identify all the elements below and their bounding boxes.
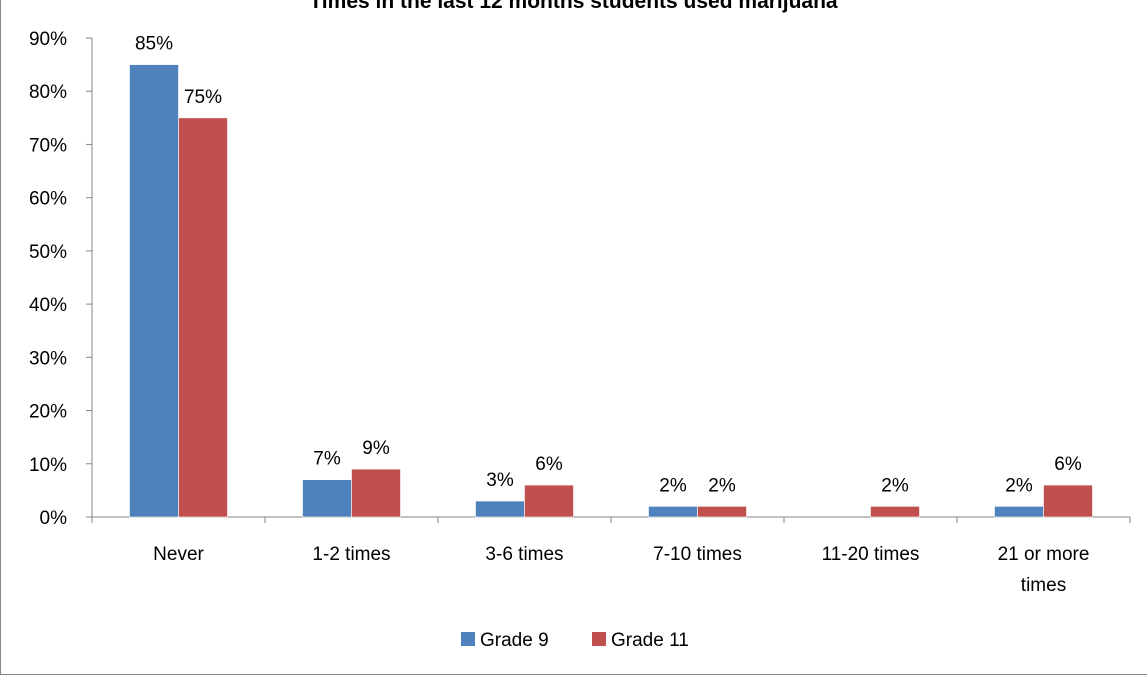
- data-label: 2%: [1005, 475, 1033, 496]
- category-label: 11-20 times: [822, 544, 920, 565]
- bar-grade-9: [994, 506, 1044, 518]
- y-tick-label: 50%: [29, 242, 67, 263]
- legend-label: Grade 11: [611, 630, 689, 651]
- data-label: 9%: [362, 438, 390, 459]
- y-tick-label: 20%: [29, 402, 67, 423]
- bar-grade-11: [870, 506, 920, 518]
- category-label: 7-10 times: [653, 544, 742, 565]
- bar-grade-11: [1043, 484, 1093, 518]
- y-tick-label: 0%: [40, 508, 68, 529]
- data-label: 85%: [135, 34, 173, 55]
- y-tick-label: 10%: [29, 455, 67, 476]
- data-label: 3%: [486, 470, 514, 491]
- data-label: 2%: [881, 475, 909, 496]
- category-label: times: [1021, 575, 1066, 596]
- data-label: 2%: [659, 475, 687, 496]
- y-tick-label: 40%: [29, 295, 67, 316]
- data-label: 2%: [708, 475, 736, 496]
- bar-grade-11: [178, 117, 228, 518]
- data-label: 6%: [1054, 454, 1082, 475]
- bar-grade-9: [302, 479, 352, 518]
- legend-label: Grade 9: [480, 630, 549, 651]
- bar-grade-9: [475, 500, 525, 518]
- y-tick-label: 80%: [29, 82, 67, 103]
- bar-grade-9: [129, 64, 179, 518]
- category-label: 1-2 times: [312, 544, 390, 565]
- y-tick-label: 60%: [29, 189, 67, 210]
- chart-legend: Grade 9 Grade 11: [461, 630, 689, 651]
- bar-grade-11: [351, 468, 401, 518]
- category-label: 21 or more: [998, 544, 1090, 565]
- bar-grade-11: [697, 506, 747, 518]
- chart-labels: Never 1-2 times 3-6 times 7-10 times 11-20 t…: [135, 34, 1089, 596]
- chart-axes: 0% 10% 20% 30% 40% 50% 60% 70% 80% 90%: [29, 29, 1131, 529]
- chart-title: Times in the last 12 months students use…: [309, 0, 838, 13]
- legend-swatch: [461, 632, 475, 646]
- data-label: 6%: [535, 454, 563, 475]
- data-label: 75%: [184, 87, 222, 108]
- bar-grade-9: [648, 506, 698, 518]
- y-tick-label: 90%: [29, 29, 67, 50]
- category-label: 3-6 times: [485, 544, 563, 565]
- chart-bars: [129, 64, 1093, 518]
- y-tick-label: 70%: [29, 135, 67, 156]
- legend-swatch: [592, 632, 606, 646]
- data-label: 7%: [313, 449, 341, 470]
- bar-grade-11: [524, 484, 574, 518]
- y-tick-label: 30%: [29, 348, 67, 369]
- category-label: Never: [153, 544, 204, 565]
